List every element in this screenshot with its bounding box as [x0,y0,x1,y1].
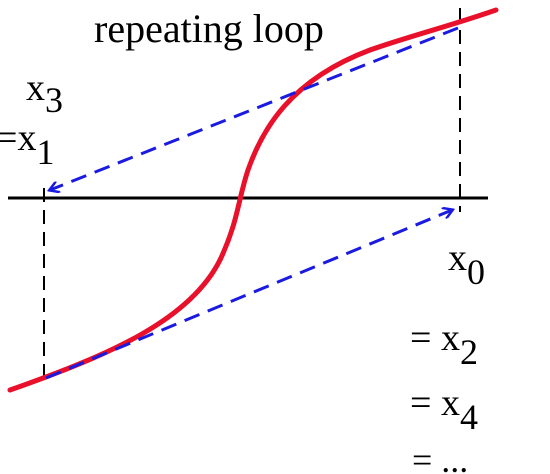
label-x1: =x1 [0,117,54,172]
label-x2: = x2 [410,317,478,372]
diagram-title: repeating loop [94,6,324,51]
function-curve [7,7,499,393]
label-x3: x3 [26,67,63,120]
label-x0: x0 [448,237,485,292]
label-ellipsis: = ... [412,440,468,474]
tangent-arrow-to-x1 [50,26,459,190]
tangent-arrow-to-x0 [45,210,452,380]
label-x4: = x4 [410,382,478,437]
